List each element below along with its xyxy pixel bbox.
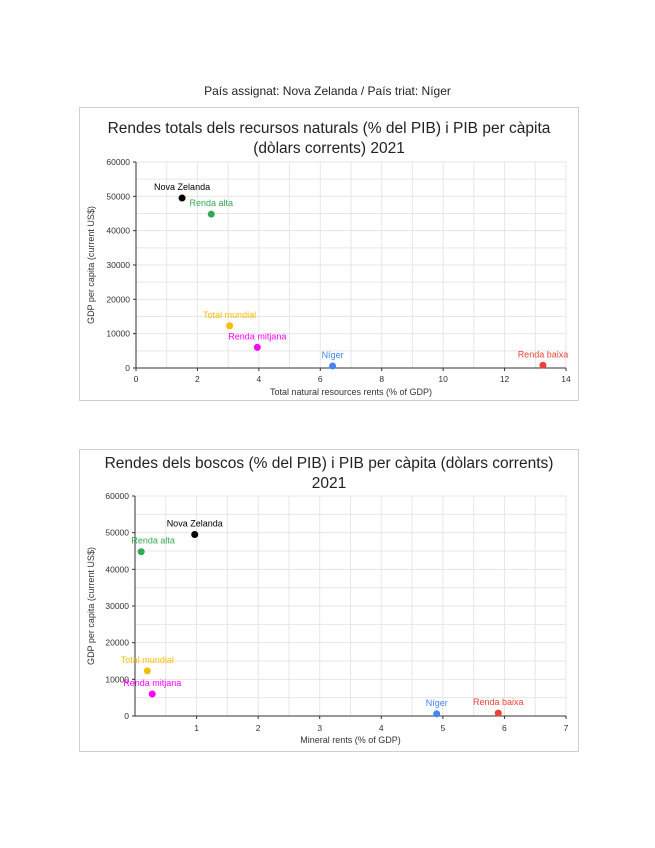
- x-tick-label: 12: [500, 374, 510, 384]
- y-axis-label: GDP per capita (current US$): [86, 547, 96, 665]
- data-label: Níger: [322, 350, 344, 360]
- data-point: [226, 322, 234, 330]
- y-tick-label: 60000: [105, 491, 129, 501]
- x-tick-label: 7: [564, 723, 569, 733]
- y-tick-label: 0: [124, 711, 129, 721]
- data-label: Renda baixa: [473, 697, 524, 707]
- y-axis-label: GDP per capita (current US$): [86, 206, 96, 324]
- data-point: [539, 361, 547, 369]
- x-tick-label: 6: [318, 374, 323, 384]
- x-tick-label: 2: [256, 723, 261, 733]
- data-label: Nova Zelanda: [167, 519, 223, 529]
- data-label: Níger: [426, 698, 448, 708]
- data-point: [494, 709, 502, 717]
- x-tick-label: 4: [256, 374, 261, 384]
- assignment-header: País assignat: Nova Zelanda / País triat…: [204, 84, 451, 98]
- chart-total-natural-resources: Rendes totals dels recursos naturals (% …: [79, 107, 579, 401]
- chart-forest-rents: Rendes dels boscos (% del PIB) i PIB per…: [79, 449, 579, 752]
- y-tick-label: 10000: [105, 674, 129, 684]
- x-tick-label: 2: [195, 374, 200, 384]
- y-tick-label: 30000: [105, 601, 129, 611]
- x-tick-label: 1: [194, 723, 199, 733]
- x-tick-label: 14: [561, 374, 571, 384]
- data-point: [137, 548, 145, 556]
- x-tick-label: 10: [438, 374, 448, 384]
- data-point: [148, 690, 156, 698]
- data-point: [253, 343, 261, 351]
- data-label: Renda alta: [189, 198, 233, 208]
- chart-title: Rendes totals dels recursos naturals (% …: [108, 120, 551, 137]
- x-tick-label: 3: [317, 723, 322, 733]
- chart-title: Rendes dels boscos (% del PIB) i PIB per…: [105, 455, 554, 472]
- data-label: Renda baixa: [518, 349, 569, 359]
- y-tick-label: 20000: [105, 638, 129, 648]
- data-point: [191, 531, 199, 538]
- data-label: Renda mitjana: [123, 678, 181, 688]
- data-point: [178, 194, 186, 202]
- y-tick-label: 10000: [106, 329, 130, 339]
- data-label: Renda mitjana: [228, 331, 286, 341]
- x-tick-label: 5: [440, 723, 445, 733]
- chart-title: 2021: [312, 475, 346, 492]
- y-tick-label: 50000: [105, 528, 129, 538]
- data-point: [433, 710, 441, 718]
- y-tick-label: 0: [125, 363, 130, 373]
- x-tick-label: 4: [379, 723, 384, 733]
- chart-svg: Rendes totals dels recursos naturals (% …: [86, 120, 571, 397]
- data-label: Total mundial: [121, 655, 174, 665]
- data-point: [143, 667, 151, 675]
- y-tick-label: 50000: [106, 191, 130, 201]
- y-tick-label: 40000: [105, 564, 129, 574]
- y-tick-label: 30000: [106, 260, 130, 270]
- data-point: [207, 210, 215, 218]
- y-tick-label: 20000: [106, 294, 130, 304]
- data-label: Nova Zelanda: [154, 182, 210, 192]
- data-label: Renda alta: [131, 536, 175, 546]
- x-tick-label: 6: [502, 723, 507, 733]
- chart-title: (dòlars corrents) 2021: [253, 140, 405, 157]
- y-tick-label: 60000: [106, 157, 130, 167]
- x-axis-label: Total natural resources rents (% of GDP): [270, 387, 432, 397]
- x-tick-label: 0: [134, 374, 139, 384]
- data-point: [329, 362, 337, 370]
- x-axis-label: Mineral rents (% of GDP): [300, 735, 401, 745]
- x-tick-label: 8: [379, 374, 384, 384]
- data-label: Total mundial: [203, 310, 256, 320]
- y-tick-label: 40000: [106, 226, 130, 236]
- chart-svg: Rendes dels boscos (% del PIB) i PIB per…: [86, 455, 569, 745]
